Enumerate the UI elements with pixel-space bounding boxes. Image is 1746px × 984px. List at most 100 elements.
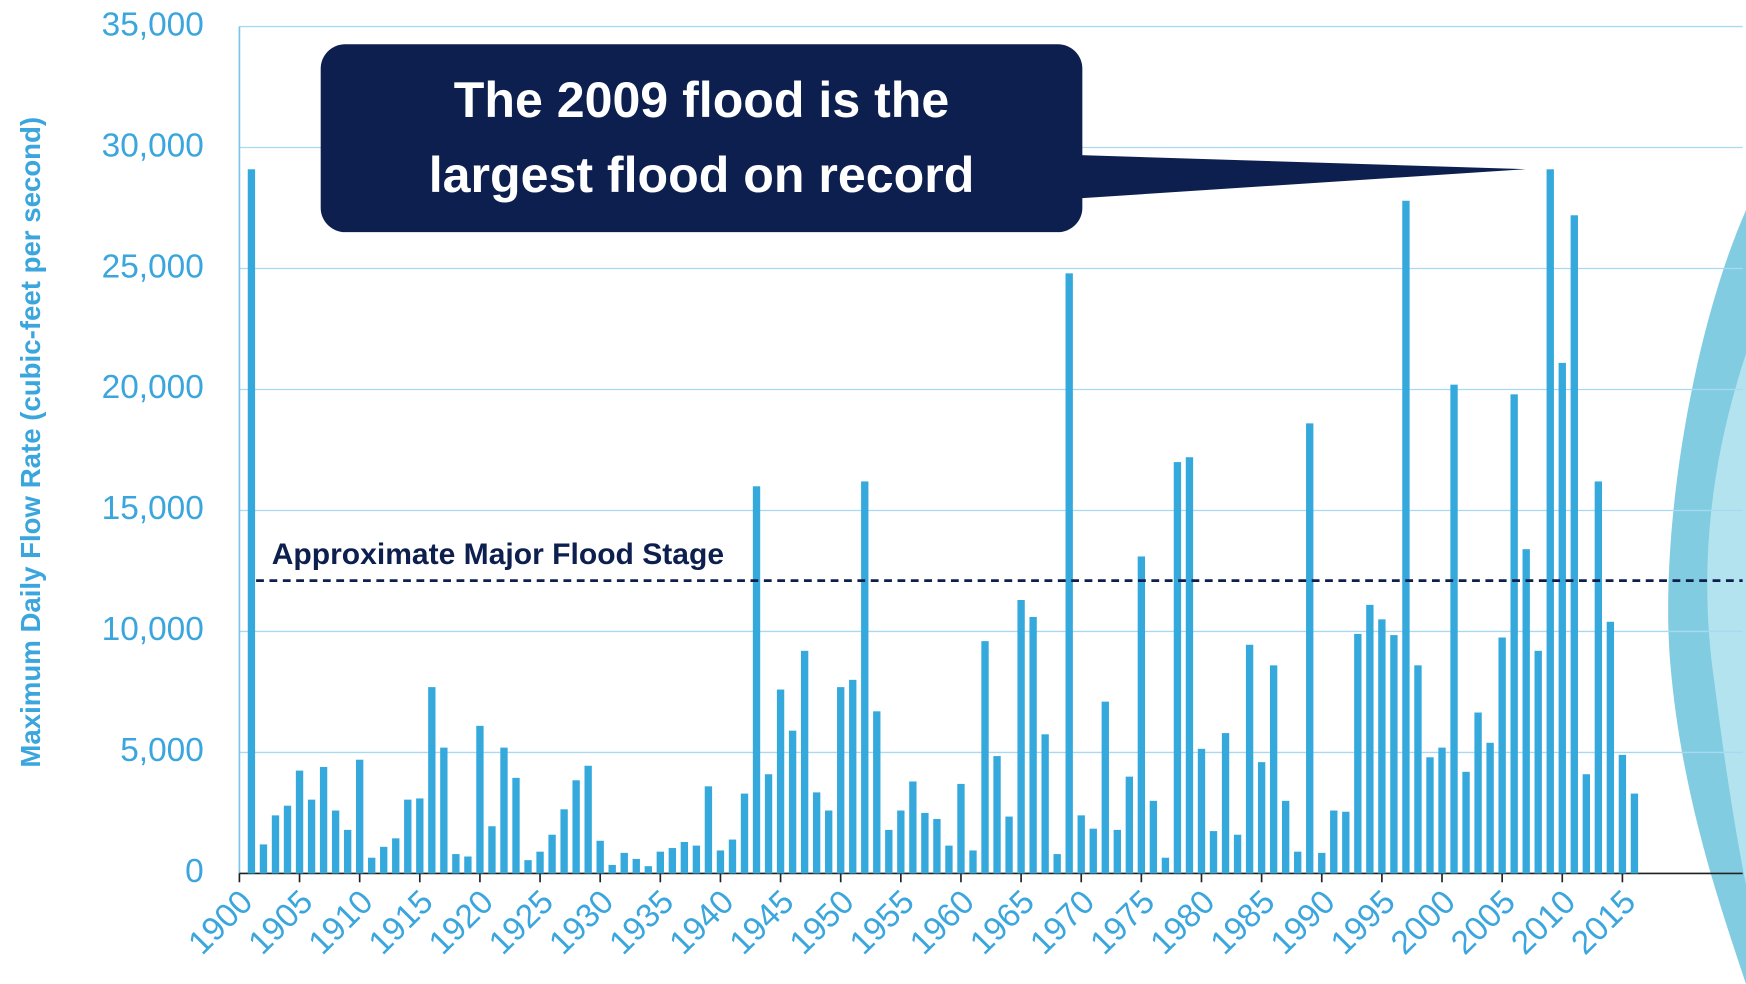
bar — [1294, 851, 1302, 874]
bar — [548, 834, 556, 874]
y-tick-label: 15,000 — [102, 490, 204, 527]
x-tick-label: 1945 — [723, 884, 802, 962]
bar — [1005, 816, 1013, 874]
bar — [1462, 771, 1470, 874]
bar — [1257, 762, 1266, 874]
bar — [380, 846, 388, 874]
y-tick-label: 10,000 — [102, 611, 204, 648]
x-tick-label: 1965 — [963, 884, 1042, 962]
y-tick-label: 5,000 — [120, 732, 204, 769]
bar — [716, 850, 725, 874]
x-tick-label: 2000 — [1384, 884, 1463, 962]
bar — [1125, 776, 1134, 874]
bar — [1017, 600, 1025, 874]
bar — [1390, 635, 1398, 874]
bar — [307, 799, 316, 874]
callout-text: largest flood on record — [429, 147, 975, 203]
decoration — [1668, 210, 1746, 984]
x-tick-label: 1955 — [843, 884, 922, 962]
x-tick-label: 1960 — [903, 884, 982, 962]
x-tick-label: 1920 — [422, 884, 501, 962]
bar — [368, 857, 376, 874]
x-tick-label: 1970 — [1023, 884, 1102, 962]
bar — [452, 854, 460, 874]
bar — [1558, 362, 1566, 874]
bar — [1089, 828, 1097, 874]
bar — [680, 841, 689, 874]
bar — [957, 783, 965, 874]
bar — [656, 851, 664, 874]
bar — [1582, 774, 1590, 874]
bar — [812, 792, 821, 874]
bar — [945, 845, 953, 874]
bar — [668, 848, 677, 874]
bar — [476, 725, 484, 874]
bar — [271, 815, 280, 874]
bar — [1041, 734, 1049, 874]
x-tick-label: 1925 — [482, 884, 561, 962]
bar — [1366, 604, 1374, 874]
bar — [1077, 815, 1085, 874]
bar — [1414, 665, 1422, 874]
bar — [1426, 757, 1434, 874]
bar — [1221, 733, 1230, 874]
x-tick-label: 1950 — [783, 884, 862, 962]
bar — [1570, 215, 1578, 874]
bar — [1269, 665, 1278, 874]
bar — [584, 765, 592, 874]
x-tick-label: 1975 — [1083, 884, 1162, 962]
bar — [343, 829, 352, 874]
bar — [909, 781, 917, 874]
bar — [572, 780, 580, 874]
bar — [1113, 829, 1121, 874]
bar — [1342, 811, 1350, 874]
bar — [1630, 793, 1639, 874]
bar — [873, 711, 881, 874]
bar — [776, 689, 785, 874]
x-tick-label: 2005 — [1444, 884, 1523, 962]
x-tick-label: 1995 — [1324, 884, 1403, 962]
bar — [404, 799, 412, 874]
bar — [1546, 169, 1554, 874]
bar — [259, 844, 268, 874]
bar — [1498, 637, 1506, 874]
x-tick-label: 1940 — [662, 884, 741, 962]
bar — [500, 747, 508, 874]
bar — [488, 826, 496, 874]
bar — [969, 850, 977, 874]
bar — [1233, 834, 1242, 874]
bar — [1161, 857, 1170, 874]
x-tick-label: 2010 — [1504, 884, 1583, 962]
bar — [800, 650, 809, 874]
bar — [247, 169, 256, 874]
y-tick-label: 35,000 — [102, 6, 204, 43]
x-tick-label: 1980 — [1144, 884, 1223, 962]
bar — [1245, 644, 1254, 874]
y-tick-label: 20,000 — [102, 369, 204, 406]
bar — [392, 838, 400, 874]
x-tick-label: 1985 — [1204, 884, 1283, 962]
bar — [1065, 273, 1073, 874]
bar — [1594, 481, 1603, 874]
x-tick-label: 1915 — [362, 884, 441, 962]
bar — [861, 481, 869, 874]
bar — [1402, 200, 1410, 874]
bar — [981, 641, 989, 874]
y-tick-label: 30,000 — [102, 127, 204, 164]
bar — [560, 809, 568, 874]
bar — [536, 851, 544, 874]
x-tick-label: 1910 — [302, 884, 381, 962]
bar — [1318, 852, 1326, 874]
bar — [1137, 556, 1146, 874]
bar — [644, 866, 652, 874]
bar — [1606, 621, 1615, 874]
bar — [1306, 423, 1314, 874]
bar — [704, 786, 713, 874]
x-tick-label: 1900 — [181, 884, 260, 962]
bar — [1438, 747, 1446, 874]
x-tick-label: 1990 — [1264, 884, 1343, 962]
bar — [1378, 619, 1386, 874]
bar — [355, 759, 364, 874]
